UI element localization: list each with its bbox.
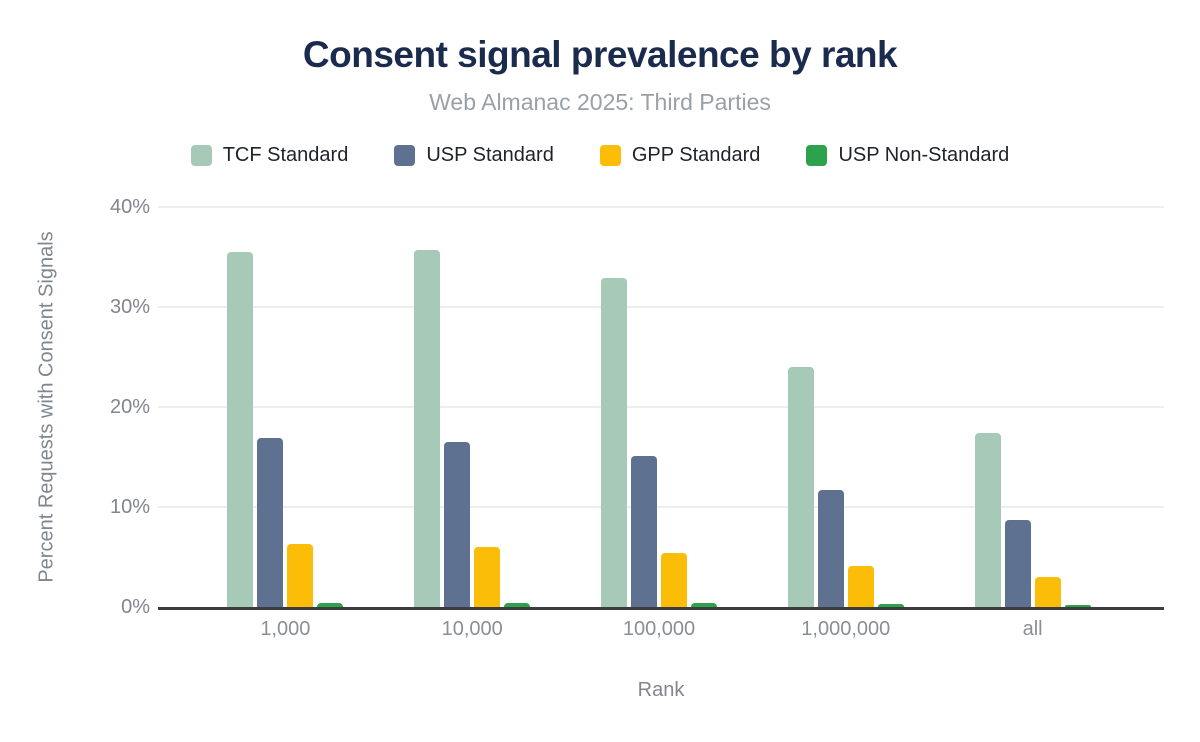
bar-usp-non-standard	[504, 603, 531, 607]
legend-swatch-icon	[806, 144, 828, 166]
bar-usp-standard	[630, 456, 657, 607]
bar-group-1-000-000	[752, 207, 939, 607]
bar-usp-standard	[444, 442, 471, 607]
y-tick-labels: 0% 10% 20% 30% 40%	[80, 196, 150, 618]
legend-label: GPP Standard	[631, 143, 761, 166]
bar-tcf-standard	[600, 278, 627, 607]
gridline	[158, 206, 1164, 208]
legend-swatch-icon	[190, 144, 212, 166]
bar-usp-non-standard	[690, 603, 717, 607]
bar-tcf-standard	[227, 252, 254, 607]
bar-gpp-standard	[660, 553, 687, 607]
x-tick-label: 1,000,000	[801, 618, 891, 640]
bar-group-all	[939, 207, 1126, 607]
bar-gpp-standard	[847, 566, 874, 607]
y-axis-title: Percent Requests with Consent Signals	[35, 231, 58, 583]
legend: TCF Standard USP Standard GPP Standard USP …	[0, 140, 1200, 170]
gridline	[158, 306, 1164, 308]
legend-swatch-icon	[599, 144, 621, 166]
x-tick-label: 1,000	[260, 618, 311, 640]
y-tick-label: 40%	[109, 196, 150, 218]
bar-usp-non-standard	[317, 603, 344, 607]
bar-tcf-standard	[414, 250, 441, 607]
bar-gpp-standard	[1034, 577, 1061, 607]
bars-layer	[158, 207, 1164, 607]
legend-item-tcf-standard: TCF Standard	[190, 143, 349, 167]
x-tick-labels: 1,000 10,000 100,000 1,000,000 all	[158, 618, 1164, 641]
y-tick-label: 0%	[121, 596, 150, 618]
bar-group-100-000	[566, 207, 753, 607]
legend-item-gpp-standard: GPP Standard	[599, 143, 761, 167]
bar-group-10-000	[379, 207, 566, 607]
x-tick-label: 100,000	[622, 618, 696, 640]
bar-usp-non-standard	[877, 604, 904, 607]
legend-label: TCF Standard	[222, 143, 349, 166]
gridline	[158, 406, 1164, 408]
legend-label: USP Standard	[426, 143, 554, 166]
legend-item-usp-standard: USP Standard	[394, 144, 554, 167]
page-title: Consent signal prevalence by rank	[302, 34, 898, 75]
bar-usp-standard	[817, 490, 844, 607]
bar-tcf-standard	[787, 367, 814, 607]
y-tick-label: 30%	[109, 296, 150, 318]
x-tick-label: all	[1022, 618, 1043, 640]
legend-item-usp-non-standard: USP Non-Standard	[806, 144, 1009, 167]
bar-usp-standard	[1004, 520, 1031, 607]
bar-gpp-standard	[287, 544, 314, 607]
bar-tcf-standard	[974, 433, 1001, 607]
gridline	[158, 506, 1164, 508]
y-tick-label: 10%	[109, 496, 150, 518]
legend-swatch-icon	[394, 144, 416, 166]
page-subtitle: Web Almanac 2025: Third Parties	[429, 89, 771, 115]
bar-gpp-standard	[474, 547, 501, 607]
bar-usp-non-standard	[1064, 605, 1091, 607]
y-tick-label: 20%	[109, 396, 150, 418]
legend-label: USP Non-Standard	[838, 143, 1010, 166]
x-axis-title: Rank	[637, 679, 685, 701]
plot-area	[158, 206, 1164, 610]
bar-usp-standard	[257, 438, 284, 607]
bar-group-1-000	[192, 207, 379, 607]
x-tick-label: 10,000	[441, 618, 503, 640]
